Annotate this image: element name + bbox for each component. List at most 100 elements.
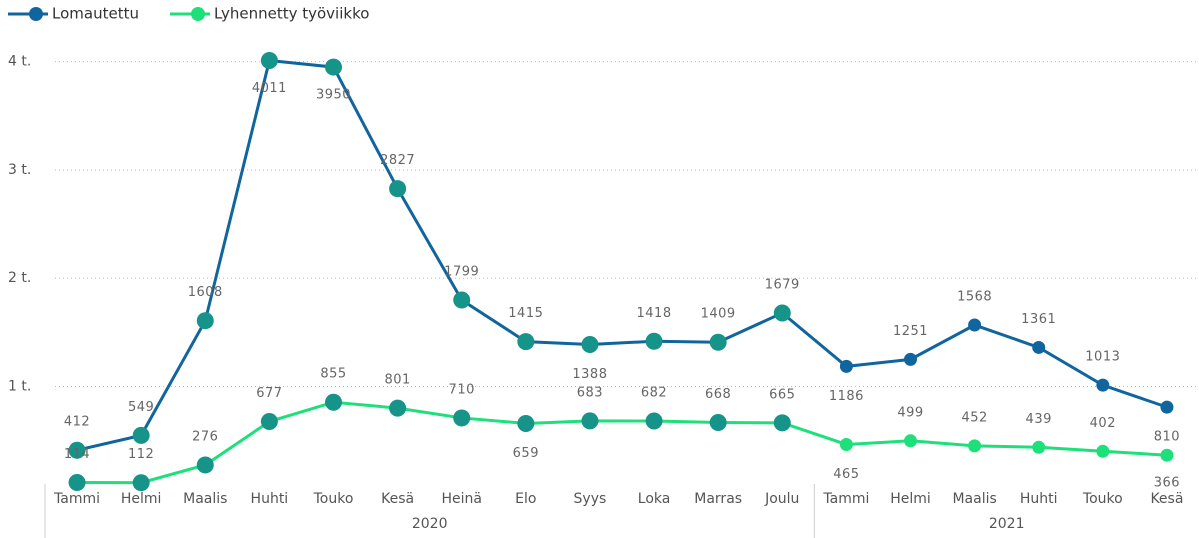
value-label: 855 [320,367,346,382]
value-label: 1799 [444,265,479,280]
value-label: 801 [384,373,410,388]
value-label: 659 [513,446,539,461]
point [839,359,853,373]
value-label: 4011 [252,81,287,96]
point [1032,340,1046,354]
value-label: 276 [192,429,218,444]
value-label: 1608 [188,285,223,300]
x-tick-label: Touko [1082,491,1123,507]
point [453,409,471,427]
point [968,318,982,332]
x-tick-label: Loka [638,491,671,507]
value-label: 1013 [1085,350,1120,365]
point [196,312,214,330]
value-label: 499 [897,405,923,420]
point [1096,378,1110,392]
point [1032,440,1046,454]
value-label: 412 [64,415,90,430]
point [773,414,791,432]
value-label: 452 [961,410,987,425]
value-label: 2827 [380,153,415,168]
x-tick-label: Joulu [764,491,799,507]
point [389,180,407,198]
value-label: 366 [1154,476,1180,491]
point [68,473,86,491]
point [132,474,150,492]
value-label: 1388 [572,367,607,382]
value-label: 1251 [893,324,928,339]
value-label: 114 [64,447,90,462]
y-tick-label: 4 t. [8,54,31,70]
point [904,434,917,448]
series-line [76,58,1168,452]
point [773,304,791,322]
series-line [77,400,1168,485]
point [645,332,663,350]
legend-label: Lyhennetty työviikko [214,5,369,23]
x-tick-label: Huhti [251,491,289,507]
point [453,291,471,309]
y-tick-label: 2 t. [8,270,31,286]
point [904,352,917,366]
x-group-label: 2020 [412,516,448,532]
y-tick-label: 1 t. [8,379,31,395]
value-label: 665 [769,387,795,402]
value-label: 549 [128,400,154,415]
point [645,412,663,430]
value-label: 1409 [701,307,736,322]
value-label: 465 [833,467,859,482]
value-label: 1415 [508,306,543,321]
legend-marker [29,7,43,21]
value-label: 682 [641,385,667,400]
point [839,437,853,451]
y-tick-label: 3 t. [8,162,31,178]
value-label: 439 [1026,412,1052,427]
x-tick-label: Huhti [1020,491,1058,507]
point [325,58,342,76]
legend-marker [191,7,205,21]
value-label: 710 [449,382,475,397]
point [260,51,278,69]
value-label: 810 [1154,430,1180,445]
value-label: 668 [705,387,731,402]
point [132,426,150,444]
point [389,399,407,417]
point [709,333,727,351]
point [68,441,86,459]
point [260,413,278,431]
point [1160,400,1174,414]
x-tick-label: Maalis [183,491,227,507]
point [517,414,535,432]
x-tick-label: Helmi [121,491,162,507]
x-tick-label: Kesä [381,491,414,507]
value-label: 402 [1090,416,1116,431]
point [517,333,535,351]
value-label: 112 [128,447,154,462]
point [1096,444,1110,458]
x-tick-label: Syys [574,491,607,507]
x-tick-label: Kesä [1150,491,1183,507]
value-label: 1361 [1021,312,1056,327]
value-label: 1418 [637,306,672,321]
x-tick-label: Marras [694,491,742,507]
point [325,393,342,411]
x-tick-label: Helmi [890,491,931,507]
point [581,412,599,430]
x-tick-label: Elo [515,491,536,507]
value-label: 3950 [316,88,351,103]
legend-label: Lomautettu [52,5,139,23]
point [196,456,214,474]
x-tick-label: Touko [313,491,354,507]
value-label: 1186 [829,389,864,404]
value-label: 1568 [957,290,992,305]
x-tick-label: Tammi [822,491,869,507]
point [1160,448,1174,462]
x-group-label: 2021 [989,516,1025,532]
point [581,336,599,354]
x-tick-label: Maalis [952,491,996,507]
value-label: 683 [577,385,603,400]
point [709,413,727,431]
x-tick-label: Tammi [53,491,100,507]
value-label: 677 [256,386,282,401]
